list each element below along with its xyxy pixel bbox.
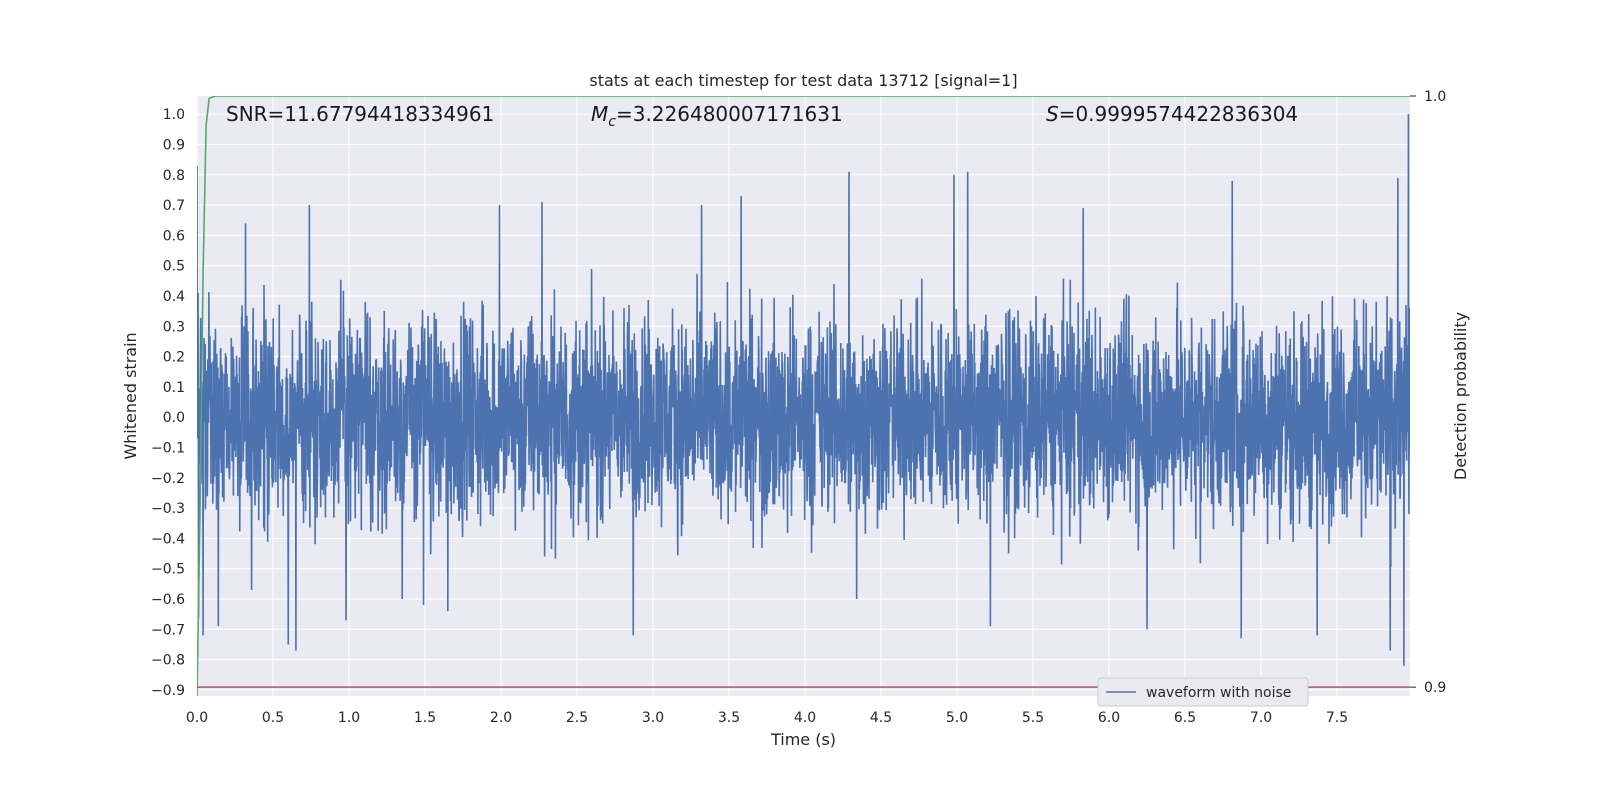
x-tick-label: 2.5 <box>566 710 588 726</box>
s-symbol: S <box>1046 102 1059 126</box>
x-axis-ticks: 0.0 0.5 1.0 1.5 2.0 2.5 3.0 3.5 4.0 4.5 5.0 5.5 6.0 6… <box>186 710 1348 726</box>
y-tick-label: 0.0 <box>163 410 185 426</box>
y-axis-label: Whitened strain <box>121 332 140 459</box>
y-tick-label: 0.5 <box>163 259 185 275</box>
x-tick-label: 3.5 <box>718 710 740 726</box>
x-tick-label: 5.5 <box>1022 710 1044 726</box>
x-tick-label: 1.0 <box>338 710 360 726</box>
y-tick-label: 1.0 <box>163 107 185 123</box>
s-value: =0.9999574422836304 <box>1059 102 1298 126</box>
mc-symbol: M <box>591 102 608 126</box>
chirp-mass-annotation: Mc=3.226480007171631 <box>591 102 843 130</box>
chart-title: stats at each timestep for test data 137… <box>589 71 1017 90</box>
x-tick-label: 5.0 <box>946 710 968 726</box>
y-tick-label: 0.2 <box>163 350 185 366</box>
y-tick-label: −0.4 <box>151 531 185 547</box>
y-tick-label: −0.2 <box>151 471 185 487</box>
series-detection-probability <box>197 96 1410 696</box>
y-tick-label: 0.3 <box>163 319 185 335</box>
y-tick-label: 0.8 <box>163 168 185 184</box>
series-waveform-with-noise <box>197 114 1410 666</box>
y-tick-label: −0.6 <box>151 592 185 608</box>
y-tick-label: 0.1 <box>163 380 185 396</box>
y-tick-label: −0.5 <box>151 562 185 578</box>
x-tick-label: 4.0 <box>794 710 816 726</box>
y-tick-label: 0.4 <box>163 289 185 305</box>
legend-box <box>1097 677 1309 707</box>
snr-annotation: SNR=11.67794418334961 <box>226 102 494 126</box>
x-tick-label: 4.5 <box>870 710 892 726</box>
y2-axis-label: Detection probability <box>1451 312 1470 480</box>
x-tick-label: 7.0 <box>1250 710 1272 726</box>
x-tick-label: 2.0 <box>490 710 512 726</box>
detection-stat-annotation: S=0.9999574422836304 <box>1046 102 1298 126</box>
y-tick-label: −0.3 <box>151 501 185 517</box>
y2-tick-label: 1.0 <box>1424 89 1446 105</box>
x-tick-label: 0.0 <box>186 710 208 726</box>
y-axis-ticks: 1.0 0.9 0.8 0.7 0.6 0.5 0.4 0.3 0.2 0.1 0.0 −0.1 −0.… <box>151 107 185 699</box>
y-tick-label: −0.1 <box>151 441 185 457</box>
y2-axis-ticks: 1.0 0.9 <box>1410 89 1446 696</box>
x-axis-label: Time (s) <box>770 730 836 749</box>
y-tick-label: −0.9 <box>151 683 185 699</box>
x-tick-label: 7.5 <box>1326 710 1348 726</box>
x-tick-label: 3.0 <box>642 710 664 726</box>
y2-tick-label: 0.9 <box>1424 680 1446 696</box>
y-tick-label: 0.7 <box>163 198 185 214</box>
y-tick-label: −0.7 <box>151 622 185 638</box>
mc-subscript: c <box>608 114 616 130</box>
x-tick-label: 0.5 <box>262 710 284 726</box>
legend: waveform with noise <box>1097 677 1309 707</box>
x-tick-label: 6.5 <box>1174 710 1196 726</box>
mc-value: =3.226480007171631 <box>616 102 843 126</box>
y-tick-label: 0.9 <box>163 137 185 153</box>
y-tick-label: −0.8 <box>151 653 185 669</box>
y-tick-label: 0.6 <box>163 228 185 244</box>
x-tick-label: 6.0 <box>1098 710 1120 726</box>
x-tick-label: 1.5 <box>414 710 436 726</box>
legend-entry-waveform: waveform with noise <box>1146 685 1291 701</box>
